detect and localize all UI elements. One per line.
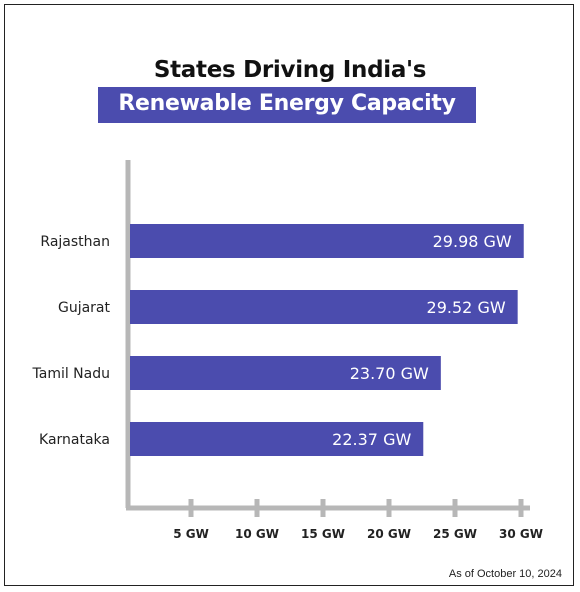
bar-value-label: 29.52 GW (427, 298, 506, 317)
x-tick-label: 15 GW (301, 527, 345, 541)
bar-value-label: 22.37 GW (332, 430, 411, 449)
category-label: Rajasthan (40, 234, 110, 250)
bar (130, 290, 518, 324)
bar (130, 224, 524, 258)
bar (130, 356, 441, 390)
x-tick-label: 25 GW (433, 527, 477, 541)
bar-value-label: 29.98 GW (433, 232, 512, 251)
bar (130, 422, 424, 456)
category-label: Gujarat (58, 300, 111, 316)
date-footnote: As of October 10, 2024 (448, 568, 562, 580)
chart-title-band (98, 87, 476, 123)
bar-value-label: 23.70 GW (350, 364, 429, 383)
chart-title-line1: States Driving India's (153, 57, 427, 83)
category-label: Karnataka (39, 432, 110, 448)
x-tick-label: 20 GW (367, 527, 411, 541)
category-label: Tamil Nadu (32, 366, 111, 382)
x-tick-label: 30 GW (499, 527, 543, 541)
chart-title-line2: Renewable Energy Capacity (118, 91, 456, 116)
x-tick-label: 5 GW (173, 527, 209, 541)
x-tick-label: 10 GW (235, 527, 279, 541)
